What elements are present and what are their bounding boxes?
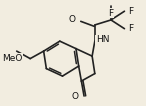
Text: MeO: MeO <box>2 54 22 63</box>
Text: O: O <box>72 91 79 100</box>
Text: F: F <box>128 7 134 16</box>
Text: HN: HN <box>96 35 110 44</box>
Text: F: F <box>128 24 134 33</box>
Text: F: F <box>108 9 114 18</box>
Text: O: O <box>69 15 76 24</box>
